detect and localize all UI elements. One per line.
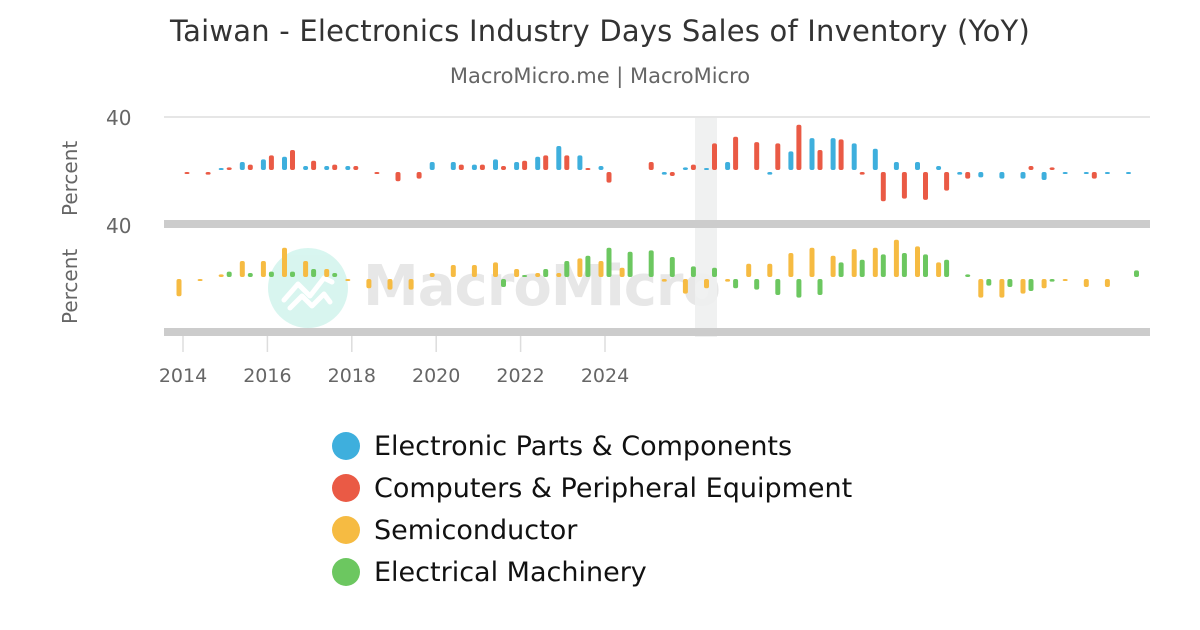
legend-item-semiconductor[interactable]: Semiconductor (332, 509, 852, 551)
legend-dot-icon (332, 474, 360, 502)
lower-y-tick: 40 (106, 214, 132, 238)
x-tick-label: 2014 (158, 365, 208, 387)
x-tick-label: 2024 (580, 365, 630, 387)
legend-dot-icon (332, 432, 360, 460)
upper-y-tick: 40 (106, 106, 132, 130)
chart-title: Taiwan - Electronics Industry Days Sales… (170, 14, 1030, 48)
legend-label: Electrical Machinery (374, 556, 647, 588)
chart-subtitle: MacroMicro.me | MacroMicro (449, 64, 751, 88)
legend-label: Computers & Peripheral Equipment (374, 472, 853, 504)
chart-plot-area (164, 116, 1150, 352)
legend-label: Semiconductor (374, 514, 578, 546)
x-tick-label: 2018 (327, 365, 376, 387)
legend-item-electronic-parts[interactable]: Electronic Parts & Components (332, 425, 852, 467)
legend: Electronic Parts & Components Computers … (332, 425, 852, 593)
x-tick-label: 2022 (496, 365, 545, 387)
x-tick-label: 2016 (243, 365, 292, 387)
legend-dot-icon (332, 516, 360, 544)
legend-item-electrical-machinery[interactable]: Electrical Machinery (332, 551, 852, 593)
x-tick-label: 2020 (412, 365, 461, 387)
legend-label: Electronic Parts & Components (374, 430, 793, 462)
legend-dot-icon (332, 558, 360, 586)
legend-item-computers[interactable]: Computers & Peripheral Equipment (332, 467, 852, 509)
